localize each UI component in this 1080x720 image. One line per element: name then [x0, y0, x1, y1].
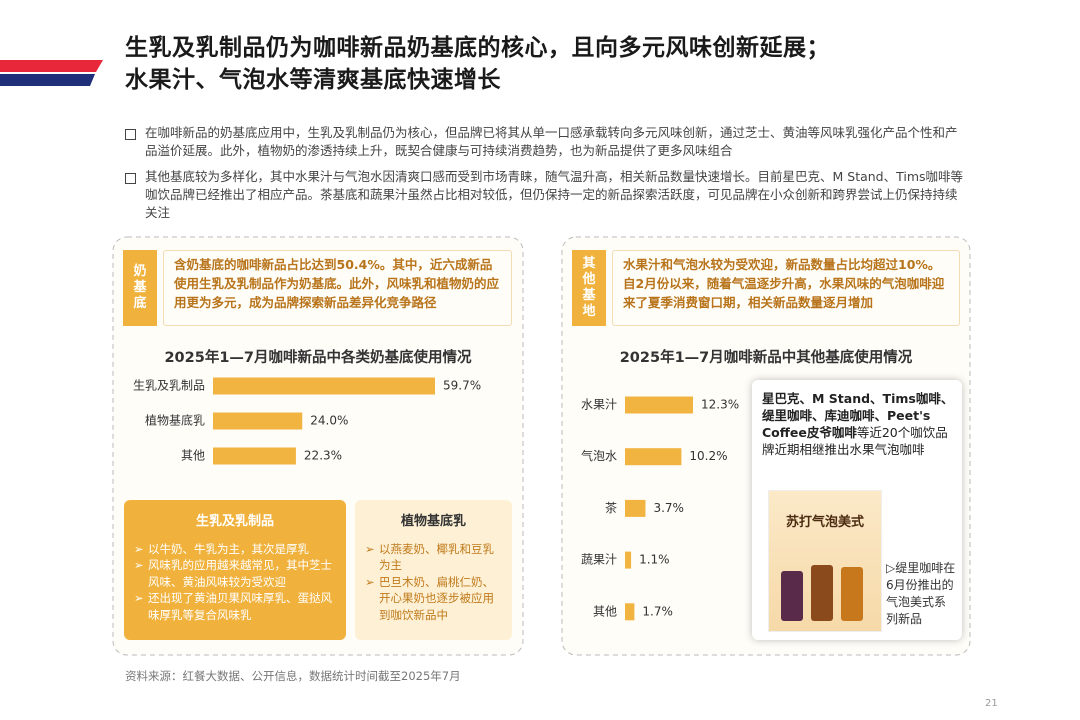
value-label: 1.1% [639, 553, 670, 567]
red-stripe [0, 60, 103, 72]
category-label: 植物基底乳 [145, 413, 205, 428]
value-label: 12.3% [701, 398, 739, 412]
blue-stripe [0, 74, 95, 86]
category-label: 气泡水 [581, 448, 617, 463]
category-label: 水果汁 [581, 398, 617, 412]
card-title: 植物基底乳 [400, 514, 466, 529]
callout-bold: 星巴克、M Stand、Tims咖啡、缇里咖啡、库迪咖啡、Peet's Coff… [762, 391, 954, 440]
card-item: 巴旦木奶、扁桃仁奶、开心果奶也逐步被应用到咖饮新品中 [365, 574, 502, 624]
card-title: 生乳及乳制品 [195, 514, 274, 529]
title-line: 水果汁、气泡水等清爽基底快速增长 [125, 67, 501, 93]
tag-text: 其他基地 [582, 256, 596, 319]
chart-title: 2025年1—7月咖啡新品中各类奶基底使用情况 [164, 350, 472, 366]
bar [625, 499, 646, 517]
product-image: 苏打气泡美式 [768, 490, 882, 632]
value-label: 22.3% [304, 449, 342, 463]
bullet-icon [125, 173, 136, 184]
panel-note: 含奶基底的咖啡新品占比达到50.4%。其中，近六成新品使用生乳及乳制品作为奶基底… [163, 250, 512, 326]
tag-text: 奶基底 [133, 264, 147, 311]
bullet-icon [125, 129, 136, 140]
bullet-text: 其他基底较为多样化，其中水果汁与气泡水因清爽口感而受到市场青睐，随气温升高，相关… [145, 169, 964, 220]
bar [213, 412, 303, 430]
image-title: 苏打气泡美式 [785, 515, 864, 530]
card-item: 风味乳的应用越来越常见，其中芝士风味、黄油风味较为受欢迎 [134, 557, 336, 590]
value-label: 59.7% [443, 379, 481, 393]
callout: 星巴克、M Stand、Tims咖啡、缇里咖啡、库迪咖啡、Peet's Coff… [752, 380, 962, 640]
category-label: 蔬果汁 [581, 553, 617, 567]
category-label: 生乳及乳制品 [133, 379, 205, 393]
cup [811, 565, 833, 621]
bullet-text: 在咖啡新品的奶基底应用中，生乳及乳制品仍为核心，但品牌已将其从单一口感承载转向多… [145, 125, 958, 158]
source: 资料来源：红餐大数据、公开信息，数据统计时间截至2025年7月 [125, 669, 461, 683]
bar [625, 448, 682, 466]
bar [213, 447, 296, 465]
bar [625, 551, 632, 569]
card: 植物基底乳 以燕麦奶、椰乳和豆乳为主 巴旦木奶、扁桃仁奶、开心果奶也逐步被应用到… [355, 500, 512, 640]
bar [625, 396, 693, 414]
category-label: 其他 [593, 604, 617, 618]
callout-text: 星巴克、M Stand、Tims咖啡、缇里咖啡、库迪咖啡、Peet's Coff… [762, 390, 954, 458]
cup [841, 567, 863, 621]
title-line: 生乳及乳制品仍为咖啡新品奶基底的核心，且向多元风味创新延展； [125, 35, 830, 61]
card: 生乳及乳制品 以牛奶、牛乳为主，其次是厚乳 风味乳的应用越来越常见，其中芝士风味… [124, 500, 346, 640]
category-label: 茶 [605, 500, 617, 515]
card-item: 以燕麦奶、椰乳和豆乳为主 [365, 541, 502, 574]
panel-tag: 奶基底 [123, 250, 157, 326]
bar [213, 377, 435, 395]
value-label: 3.7% [653, 501, 684, 515]
page-number: 21 [985, 698, 998, 709]
cup [781, 571, 803, 621]
bar [625, 603, 635, 621]
value-label: 24.0% [310, 414, 348, 428]
card-item: 还出现了黄油贝果风味厚乳、蛋挞风味厚乳等复合风味乳 [134, 590, 336, 623]
image-caption: ▷缇里咖啡在6月份推出的气泡美式系列新品 [886, 561, 956, 626]
category-label: 其他 [181, 449, 205, 463]
callout-rest: 等近20个咖饮品牌近期相继推出水果气泡咖啡 [762, 425, 948, 457]
card-item: 以牛奶、牛乳为主，其次是厚乳 [134, 541, 336, 558]
chart-title: 2025年1—7月咖啡新品中其他基底使用情况 [619, 350, 913, 366]
value-label: 1.7% [642, 604, 673, 618]
value-label: 10.2% [689, 449, 727, 463]
panel-note: 水果汁和气泡水较为受欢迎，新品数量占比均超过10%。自2月份以来，随着气温逐步升… [612, 250, 960, 326]
panel-tag: 其他基地 [572, 250, 606, 326]
